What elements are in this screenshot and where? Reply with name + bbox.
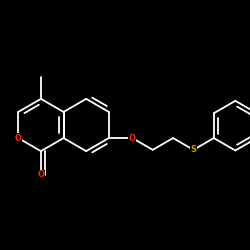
Text: S: S [190,145,196,154]
Text: O: O [129,134,136,142]
Text: O: O [15,134,22,142]
Text: O: O [38,170,44,179]
